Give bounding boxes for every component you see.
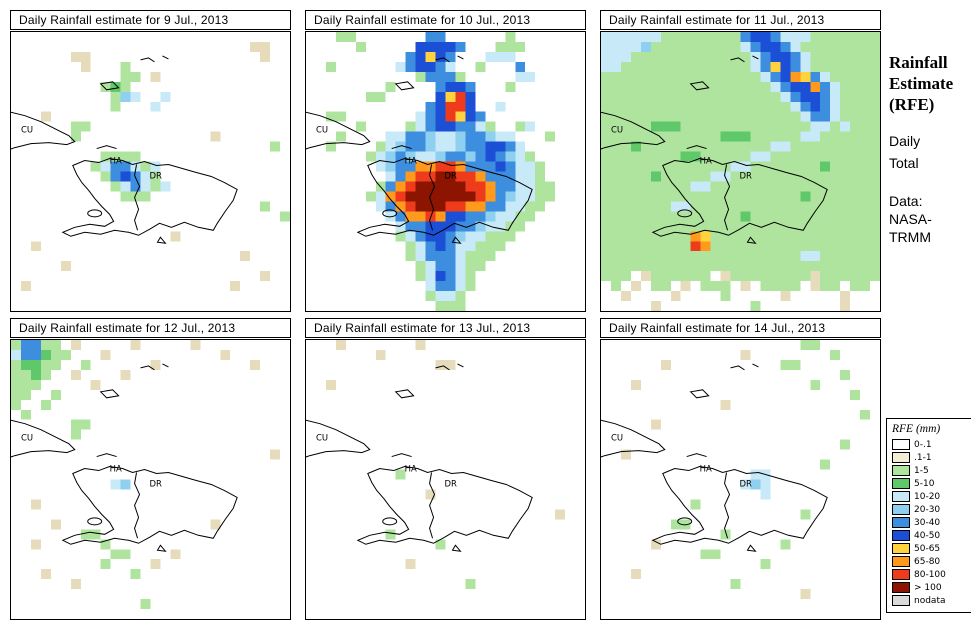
map-panel-1: Daily Rainfall estimate for 9 Jul., 2013… (10, 10, 291, 312)
product-title-line: Rainfall (889, 53, 948, 72)
rain-cells (20, 41, 290, 292)
product-title-line: Estimate (889, 74, 954, 93)
legend: RFE (mm) 0-.1 .1-1 1-5 5-10 10-20 20-30 30-40 4… (886, 418, 971, 613)
rain-cells (601, 32, 880, 311)
rainfall-map: CU HA DR (305, 339, 586, 620)
label-cuba: CU (611, 125, 623, 135)
legend-title: RFE (mm) (892, 423, 941, 435)
legend-swatch (892, 517, 910, 528)
legend-swatch (892, 491, 910, 502)
map-panel-4: Daily Rainfall estimate for 12 Jul., 201… (10, 318, 291, 620)
legend-item: > 100 (892, 581, 968, 594)
legend-swatch (892, 543, 910, 554)
legend-label: 65-80 (914, 556, 941, 567)
rain-cells (11, 340, 281, 610)
rainfall-map: CU HA DR (10, 31, 291, 312)
legend-item: 40-50 (892, 529, 968, 542)
map-panel-5: Daily Rainfall estimate for 13 Jul., 201… (305, 318, 586, 620)
label-cuba: CU (316, 125, 328, 135)
map-panel-6: Daily Rainfall estimate for 14 Jul., 201… (600, 318, 881, 620)
label-dr: DR (150, 170, 163, 180)
legend-item: nodata (892, 594, 968, 607)
legend-swatch (892, 478, 910, 489)
data-source-line: TRMM (889, 229, 931, 245)
panel-title: Daily Rainfall estimate for 12 Jul., 201… (10, 318, 291, 338)
legend-items: 0-.1 .1-1 1-5 5-10 10-20 20-30 30-40 40-50 50-65… (892, 438, 968, 607)
legend-item: 65-80 (892, 555, 968, 568)
legend-label: .1-1 (914, 452, 932, 463)
legend-swatch (892, 556, 910, 567)
product-subtitle-line: Total (889, 155, 919, 171)
panel-title: Daily Rainfall estimate for 11 Jul., 201… (600, 10, 881, 30)
label-dr: DR (740, 170, 753, 180)
panel-title: Daily Rainfall estimate for 9 Jul., 2013 (10, 10, 291, 30)
legend-item: 30-40 (892, 516, 968, 529)
map-panel-3: Daily Rainfall estimate for 11 Jul., 201… (600, 10, 881, 312)
product-subtitle: Daily Total (889, 130, 920, 174)
data-source-line: NASA- (889, 211, 932, 227)
legend-item: 20-30 (892, 503, 968, 516)
legend-swatch (892, 530, 910, 541)
legend-label: 10-20 (914, 491, 941, 502)
legend-item: 0-.1 (892, 438, 968, 451)
product-subtitle-line: Daily (889, 133, 921, 149)
legend-item: 10-20 (892, 490, 968, 503)
label-dr: DR (740, 478, 753, 488)
panel-title: Daily Rainfall estimate for 13 Jul., 201… (305, 318, 586, 338)
rain-cells (620, 340, 871, 600)
legend-label: 50-65 (914, 543, 941, 554)
label-cuba: CU (21, 433, 33, 443)
label-dr: DR (445, 170, 458, 180)
rainfall-map: CU HA DR (305, 31, 586, 312)
rain-cells (325, 32, 556, 311)
label-haiti: HA (110, 156, 122, 166)
rain-cells (325, 340, 566, 590)
map-panel-2: Daily Rainfall estimate for 10 Jul., 201… (305, 10, 586, 312)
legend-label: 1-5 (914, 465, 929, 476)
label-dr: DR (445, 478, 458, 488)
product-title: Rainfall Estimate (RFE) (889, 52, 953, 115)
legend-label: nodata (914, 595, 946, 606)
rainfall-map: CU HA DR (600, 339, 881, 620)
label-cuba: CU (21, 125, 33, 135)
label-haiti: HA (405, 156, 417, 166)
legend-label: 5-10 (914, 478, 935, 489)
legend-item: 5-10 (892, 477, 968, 490)
legend-label: 0-.1 (914, 439, 932, 450)
label-dr: DR (150, 478, 163, 488)
label-cuba: CU (611, 433, 623, 443)
data-source-line: Data: (889, 193, 923, 209)
label-haiti: HA (700, 156, 712, 166)
product-title-line: (RFE) (889, 95, 935, 114)
legend-swatch (892, 439, 910, 450)
legend-swatch (892, 569, 910, 580)
legend-label: 40-50 (914, 530, 941, 541)
legend-item: .1-1 (892, 451, 968, 464)
legend-label: 20-30 (914, 504, 941, 515)
legend-item: 1-5 (892, 464, 968, 477)
legend-swatch (892, 452, 910, 463)
legend-item: 80-100 (892, 568, 968, 581)
legend-item: 50-65 (892, 542, 968, 555)
legend-swatch (892, 465, 910, 476)
legend-swatch (892, 595, 910, 606)
panel-title: Daily Rainfall estimate for 14 Jul., 201… (600, 318, 881, 338)
label-cuba: CU (316, 433, 328, 443)
label-haiti: HA (405, 464, 417, 474)
label-haiti: HA (700, 464, 712, 474)
label-haiti: HA (110, 464, 122, 474)
data-source: Data: NASA- TRMM (889, 192, 932, 246)
legend-swatch (892, 582, 910, 593)
legend-label: 30-40 (914, 517, 941, 528)
rainfall-map: CU HA DR (10, 339, 291, 620)
legend-label: 80-100 (914, 569, 946, 580)
legend-swatch (892, 504, 910, 515)
panel-title: Daily Rainfall estimate for 10 Jul., 201… (305, 10, 586, 30)
legend-label: > 100 (914, 582, 942, 593)
rainfall-map: CU HA DR (600, 31, 881, 312)
